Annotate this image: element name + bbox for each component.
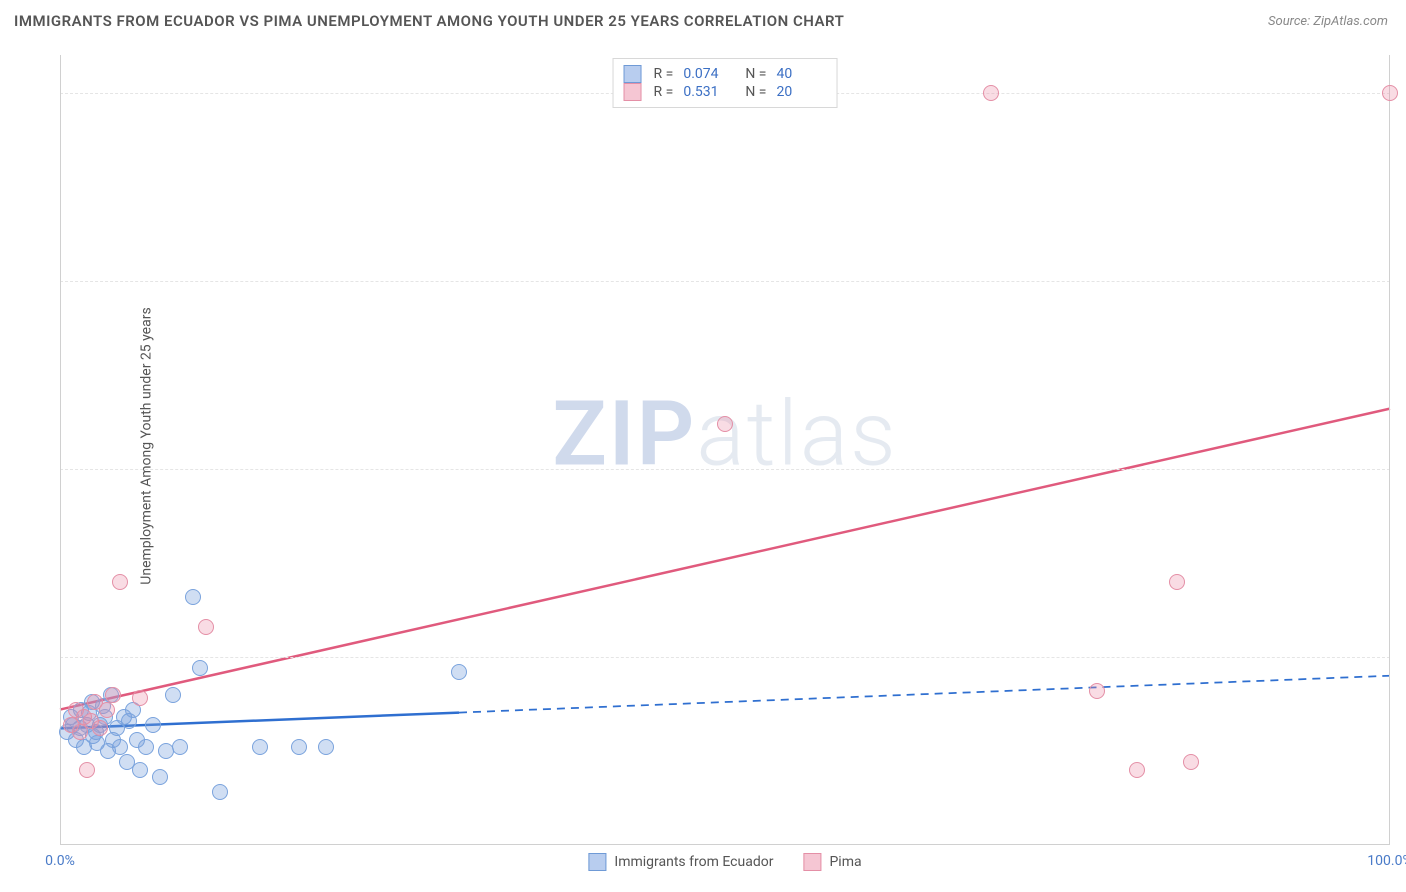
series-legend: Immigrants from Ecuador Pima	[588, 853, 861, 871]
pima-point	[132, 690, 148, 706]
pima-trend-line	[60, 409, 1390, 710]
chart-plot-area: ZIPatlas 25.0%50.0%75.0%100.0%0.0%100.0%…	[60, 55, 1390, 845]
pima-point	[1169, 574, 1185, 590]
pima-point	[105, 687, 121, 703]
chart-title: IMMIGRANTS FROM ECUADOR VS PIMA UNEMPLOY…	[14, 12, 844, 30]
ecuador-trend-line-dashed	[459, 676, 1390, 713]
stat-r-label: R =	[654, 84, 674, 100]
legend-item: Immigrants from Ecuador	[588, 853, 773, 871]
x-axis	[60, 844, 1390, 845]
x-tick-label: 0.0%	[45, 853, 75, 869]
ecuador-point	[291, 739, 307, 755]
ecuador-point	[192, 660, 208, 676]
legend-swatch	[588, 853, 606, 871]
legend-stats-row: R = 0.074 N = 40	[624, 65, 827, 83]
y-tick-label: 75.0%	[1400, 273, 1406, 289]
pima-point	[112, 574, 128, 590]
y-tick-label: 25.0%	[1400, 649, 1406, 665]
ecuador-point	[152, 769, 168, 785]
pima-point	[983, 85, 999, 101]
stat-r-value: 0.531	[683, 84, 733, 100]
stat-n-value: 20	[776, 84, 826, 100]
source-credit: Source: ZipAtlas.com	[1268, 14, 1388, 29]
pima-point	[99, 702, 115, 718]
legend-label: Pima	[829, 854, 861, 870]
legend-swatch	[624, 65, 642, 83]
y-axis-right	[1389, 55, 1390, 845]
grid-line	[60, 281, 1390, 282]
ecuador-point	[185, 589, 201, 605]
correlation-stats-legend: R = 0.074 N = 40 R = 0.531 N = 20	[613, 58, 838, 108]
pima-point	[198, 619, 214, 635]
y-tick-label: 50.0%	[1400, 461, 1406, 477]
pima-point	[1089, 683, 1105, 699]
legend-swatch	[803, 853, 821, 871]
ecuador-point	[451, 664, 467, 680]
ecuador-point	[145, 717, 161, 733]
stat-r-label: R =	[654, 66, 674, 82]
stat-r-value: 0.074	[683, 66, 733, 82]
ecuador-point	[252, 739, 268, 755]
ecuador-point	[165, 687, 181, 703]
trend-lines-layer	[60, 55, 1390, 845]
y-tick-label: 100.0%	[1400, 85, 1406, 101]
grid-line	[60, 469, 1390, 470]
ecuador-point	[318, 739, 334, 755]
pima-point	[1129, 762, 1145, 778]
pima-point	[1382, 85, 1398, 101]
x-tick-label: 100.0%	[1367, 853, 1406, 869]
ecuador-point	[138, 739, 154, 755]
pima-point	[717, 416, 733, 432]
pima-point	[79, 762, 95, 778]
legend-item: Pima	[803, 853, 861, 871]
stat-n-value: 40	[776, 66, 826, 82]
pima-point	[92, 720, 108, 736]
ecuador-point	[212, 784, 228, 800]
ecuador-point	[112, 739, 128, 755]
legend-label: Immigrants from Ecuador	[614, 854, 773, 870]
grid-line	[60, 657, 1390, 658]
legend-stats-row: R = 0.531 N = 20	[624, 83, 827, 101]
stat-n-label: N =	[745, 84, 766, 100]
stat-n-label: N =	[745, 66, 766, 82]
ecuador-point	[132, 762, 148, 778]
legend-swatch	[624, 83, 642, 101]
ecuador-point	[172, 739, 188, 755]
pima-point	[1183, 754, 1199, 770]
